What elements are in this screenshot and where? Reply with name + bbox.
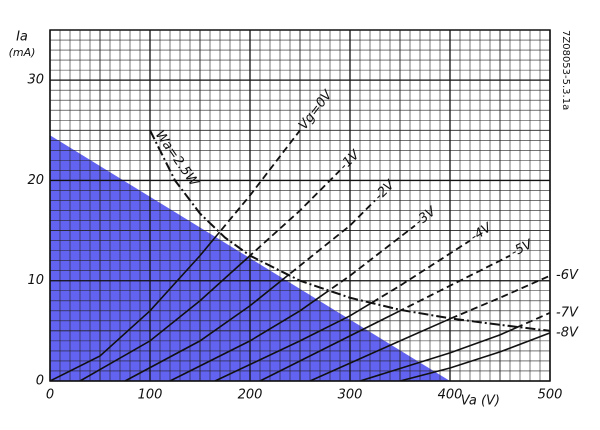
side-note: 7Z08053-5.3.1a xyxy=(560,30,571,110)
curve-label: -1V xyxy=(337,147,364,174)
x-tick-label: 400 xyxy=(438,388,463,403)
x-tick-label: 0 xyxy=(46,388,54,403)
x-tick-label: 100 xyxy=(138,388,163,403)
curve-label: -5V xyxy=(509,237,536,261)
y-axis-label: Ia xyxy=(16,30,28,45)
y-tick-label: 0 xyxy=(36,374,44,389)
curve-dashed xyxy=(309,274,550,331)
plot-frame xyxy=(49,29,551,382)
y-tick-label: 10 xyxy=(27,273,44,288)
curve-label: -6V xyxy=(556,268,579,283)
x-tick-label: 500 xyxy=(538,388,563,403)
dissipation-curve xyxy=(149,129,551,332)
y-axis-unit: (mA) xyxy=(9,46,36,59)
curve xyxy=(399,332,550,381)
x-axis-label: Va (V) xyxy=(461,394,500,409)
curve-label: -7V xyxy=(556,305,579,320)
x-tick-label: 200 xyxy=(238,388,263,403)
y-tick-label: 20 xyxy=(27,173,44,188)
curve-label: -4V xyxy=(468,220,495,245)
x-tick-label: 300 xyxy=(338,388,363,403)
curve-label: -8V xyxy=(556,325,579,340)
y-tick-label: 30 xyxy=(27,73,44,88)
curve-label: -3V xyxy=(412,204,439,230)
